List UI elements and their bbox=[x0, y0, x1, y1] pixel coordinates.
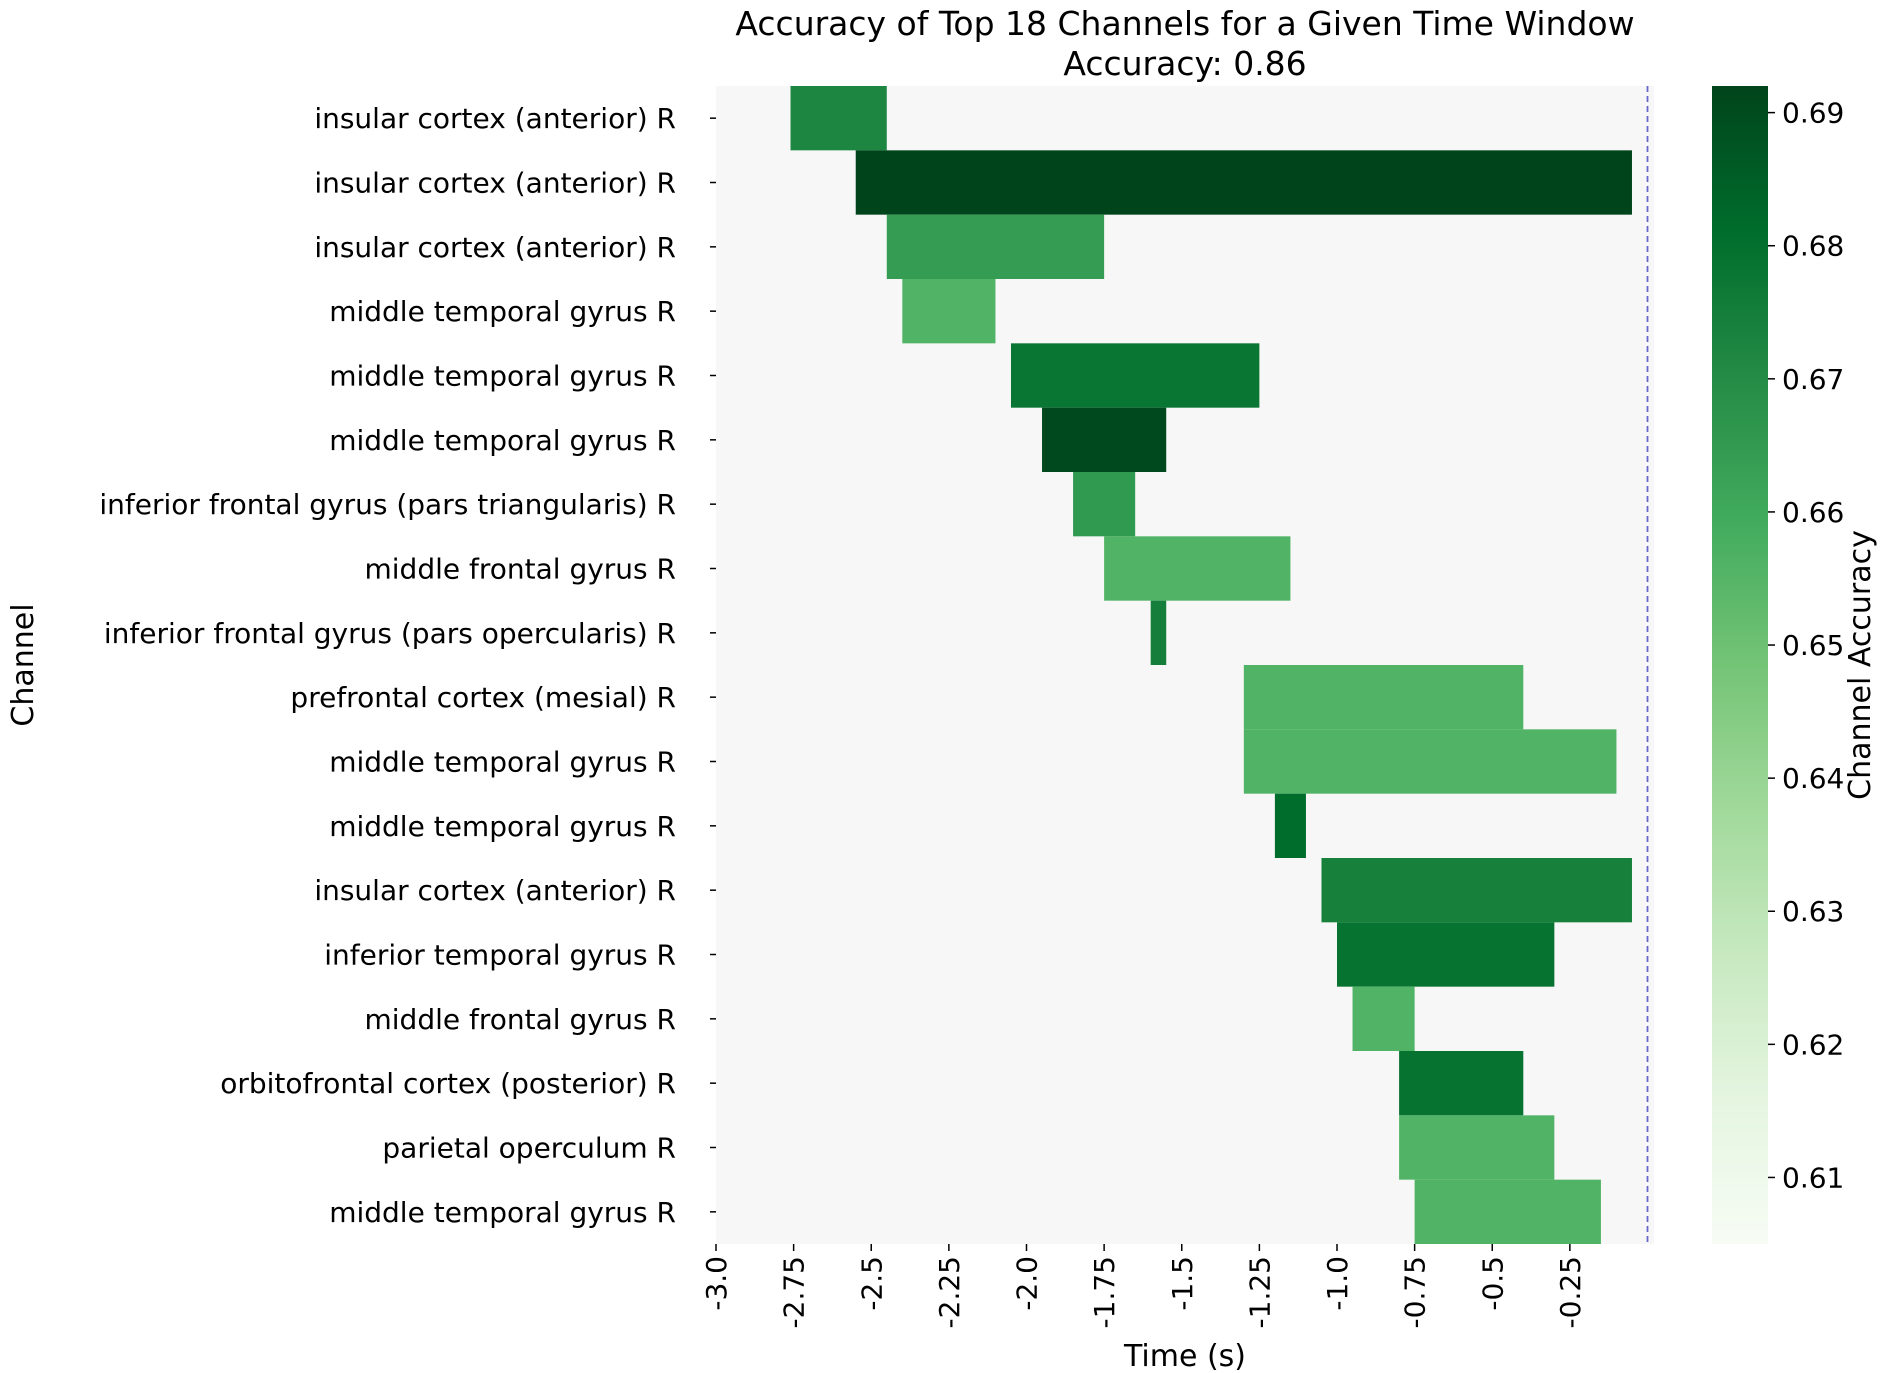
channel-bar bbox=[1274, 793, 1306, 858]
colorbar-tick-label: 0.64 bbox=[1782, 762, 1844, 795]
x-tick-label: -2.25 bbox=[933, 1256, 966, 1328]
x-tick-label: -0.25 bbox=[1554, 1256, 1587, 1328]
channel-bar bbox=[1150, 600, 1167, 665]
y-tick-label: middle temporal gyrus R bbox=[329, 1196, 676, 1229]
channel-bar bbox=[1399, 1051, 1524, 1116]
y-tick-label: middle temporal gyrus R bbox=[329, 424, 676, 457]
channel-bar bbox=[902, 279, 996, 344]
y-tick-label: insular cortex (anterior) R bbox=[314, 102, 676, 135]
y-tick-label: middle temporal gyrus R bbox=[329, 360, 676, 393]
chart-subtitle: Accuracy: 0.86 bbox=[1063, 44, 1306, 83]
channel-bar bbox=[1073, 472, 1136, 537]
x-tick-label: -2.75 bbox=[778, 1256, 811, 1328]
y-tick-label: orbitofrontal cortex (posterior) R bbox=[220, 1067, 676, 1100]
x-tick-label: -2.0 bbox=[1011, 1256, 1044, 1311]
x-tick-label: -1.75 bbox=[1088, 1256, 1121, 1328]
channel-bar bbox=[886, 214, 1105, 279]
y-tick-label: middle temporal gyrus R bbox=[329, 295, 676, 328]
x-tick-label: -1.5 bbox=[1166, 1256, 1199, 1311]
y-tick-label: inferior frontal gyrus (pars opercularis… bbox=[104, 617, 676, 650]
y-tick-label: middle temporal gyrus R bbox=[329, 746, 676, 779]
channel-bar bbox=[1414, 1179, 1601, 1244]
y-tick-label: middle frontal gyrus R bbox=[365, 553, 677, 586]
x-tick-label: -2.5 bbox=[855, 1256, 888, 1311]
colorbar-tick-label: 0.65 bbox=[1782, 629, 1844, 662]
y-tick-label: prefrontal cortex (mesial) R bbox=[290, 681, 676, 714]
channel-bar bbox=[1010, 343, 1260, 408]
colorbar-tick-label: 0.63 bbox=[1782, 895, 1844, 928]
colorbar-tick-label: 0.67 bbox=[1782, 363, 1844, 396]
chart-title: Accuracy of Top 18 Channels for a Given … bbox=[735, 4, 1634, 43]
colorbar-tick-label: 0.66 bbox=[1782, 496, 1844, 529]
colorbar-label: Channel Accuracy bbox=[1843, 530, 1878, 800]
y-tick-label: middle frontal gyrus R bbox=[365, 1003, 677, 1036]
y-tick-label: parietal operculum R bbox=[382, 1132, 676, 1165]
x-tick-label: -1.0 bbox=[1321, 1256, 1354, 1311]
channel-bar bbox=[855, 150, 1632, 215]
colorbar-ticks: 0.61 0.62 0.63 0.64 0.65 0.66 0.67 0.68 0.69 bbox=[1768, 97, 1844, 1194]
y-tick-label: insular cortex (anterior) R bbox=[314, 874, 676, 907]
colorbar bbox=[1712, 86, 1768, 1244]
channel-bar bbox=[790, 86, 887, 151]
channel-bar bbox=[1352, 986, 1415, 1051]
y-tick-label: middle temporal gyrus R bbox=[329, 810, 676, 843]
channel-bar bbox=[1042, 407, 1167, 472]
y-tick-label: insular cortex (anterior) R bbox=[314, 231, 676, 264]
x-tick-label: -1.25 bbox=[1243, 1256, 1276, 1328]
colorbar-tick-label: 0.68 bbox=[1782, 230, 1844, 263]
channel-bars bbox=[790, 86, 1632, 1244]
y-tick-label: inferior frontal gyrus (pars triangulari… bbox=[99, 488, 676, 521]
colorbar-tick-label: 0.62 bbox=[1782, 1028, 1844, 1061]
channel-bar bbox=[1243, 729, 1617, 794]
x-tick-label: -0.75 bbox=[1399, 1256, 1432, 1328]
colorbar-tick-label: 0.69 bbox=[1782, 97, 1844, 130]
channel-bar bbox=[1243, 665, 1524, 730]
y-tick-label: inferior temporal gyrus R bbox=[324, 939, 676, 972]
colorbar-tick-label: 0.61 bbox=[1782, 1161, 1844, 1194]
y-axis-label: Channel bbox=[6, 603, 41, 726]
channel-bar bbox=[1337, 922, 1555, 987]
x-tick-label: -3.0 bbox=[700, 1256, 733, 1311]
x-axis-label: Time (s) bbox=[1123, 1339, 1246, 1373]
channel-bar bbox=[1399, 1115, 1555, 1180]
x-axis-ticks: -3.0 -2.75 -2.5 -2.25 -2.0 -1.75 -1.5 -1.25 -1.0… bbox=[700, 1244, 1587, 1328]
channel-bar bbox=[1321, 858, 1632, 923]
x-tick-label: -0.5 bbox=[1476, 1256, 1509, 1311]
channel-bar bbox=[1104, 536, 1291, 601]
y-tick-label: insular cortex (anterior) R bbox=[314, 167, 676, 200]
y-axis-ticks: insular cortex (anterior) R insular corte… bbox=[99, 102, 716, 1229]
